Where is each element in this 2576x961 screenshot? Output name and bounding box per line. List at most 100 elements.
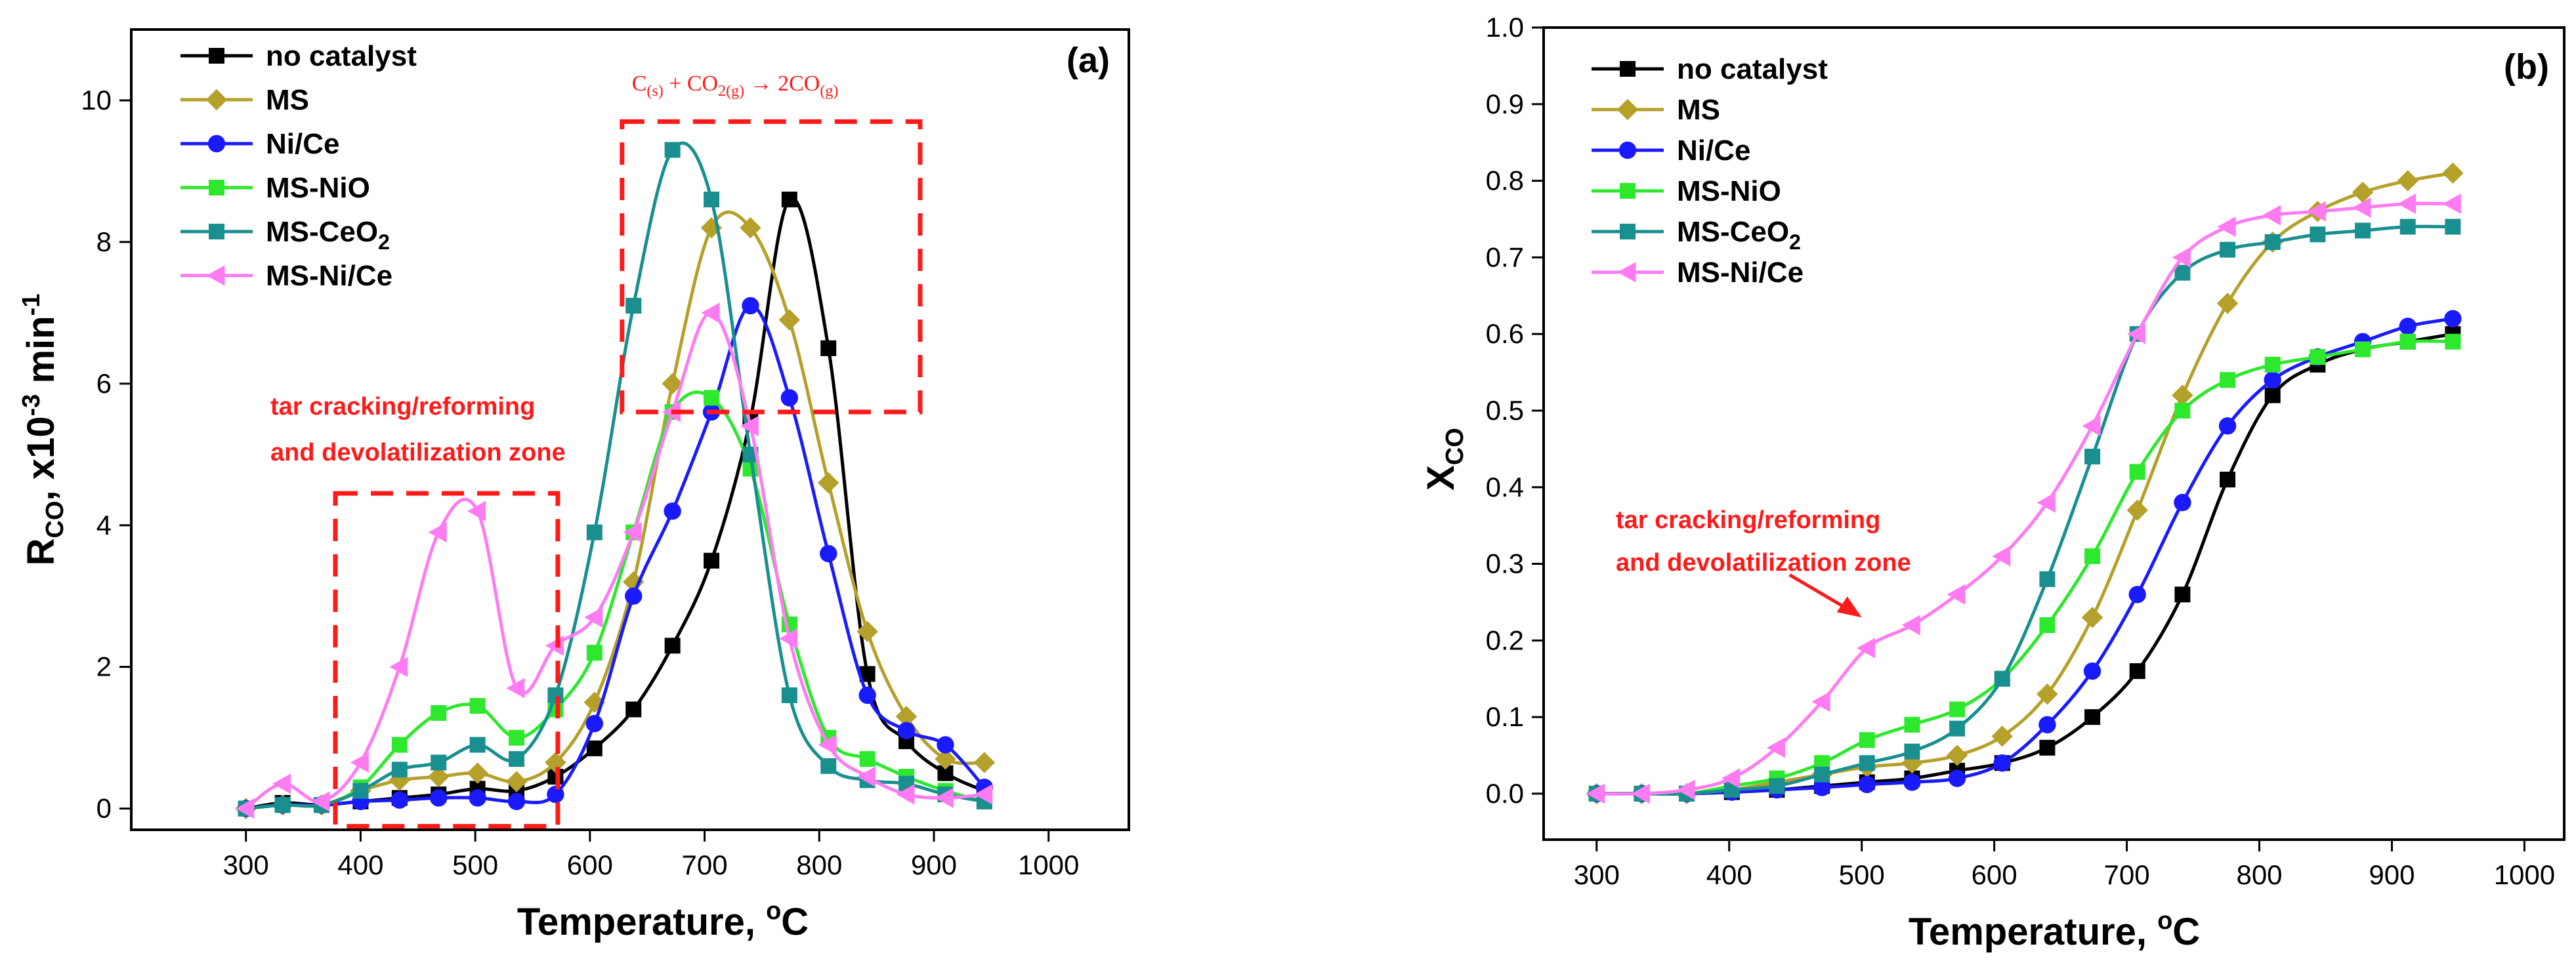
panel-b-x-tick-label: 900 <box>2369 859 2415 890</box>
legend-item-ms: MS <box>180 84 309 116</box>
panel-b-y-tick-label: 0.0 <box>1486 778 1524 809</box>
data-point-ms-nio <box>2445 333 2461 350</box>
data-point-ms-ceo2 <box>704 192 720 208</box>
data-point-ms-ni-ce <box>740 416 759 437</box>
legend-label: no catalyst <box>1677 53 1828 85</box>
data-point-no-catalyst <box>625 701 642 718</box>
data-point-ni-ce <box>2399 317 2417 335</box>
panel-b-zone-label-line1: tar cracking/reforming <box>1616 506 1880 534</box>
panel-b-label: (b) <box>2504 47 2549 87</box>
data-point-ms <box>2442 162 2464 184</box>
data-point-ms <box>1991 726 2013 747</box>
data-point-ms-ni-ce <box>779 628 798 649</box>
panel-b-y-axis-title: XCO <box>1420 428 1469 491</box>
data-point-no-catalyst <box>664 638 681 654</box>
panel-a-ylabel-sup: -3 <box>18 394 45 417</box>
data-point-ms-nio <box>2039 617 2056 633</box>
data-point-ni-ce <box>547 785 564 804</box>
data-point-ms-nio <box>391 737 408 753</box>
data-point-no-catalyst <box>2084 709 2101 726</box>
data-point-ms-ni-ce <box>545 635 564 656</box>
series-line-ms-ni-ce <box>1596 201 2453 796</box>
data-point-ms-ceo2 <box>2039 571 2056 587</box>
panel-a-ylabel-sub: CO <box>41 501 69 538</box>
legend-marker <box>1618 141 1637 159</box>
data-point-ms-ni-ce <box>1811 691 1830 712</box>
data-point-ms-ni-ce <box>2037 492 2056 513</box>
panel-a-y-tick-label: 10 <box>81 85 112 115</box>
data-point-ms-ni-ce <box>272 773 291 794</box>
data-point-ms-ni-ce <box>2262 205 2281 226</box>
data-point-ms-ni-ce <box>1721 767 1741 789</box>
data-point-ni-ce <box>2444 310 2462 328</box>
data-point-ni-ce <box>1903 773 1921 791</box>
data-point-ni-ce <box>1858 775 1876 794</box>
data-point-ms <box>505 771 528 792</box>
data-point-ms-ceo2 <box>2310 226 2326 243</box>
data-point-ms-ni-ce <box>974 784 993 805</box>
data-point-no-catalyst <box>2039 739 2056 756</box>
panel-a-ylabel-sup2: -1 <box>18 294 45 316</box>
data-point-ni-ce <box>507 792 526 811</box>
panel-b-chart: 300 400 500 600 700 800 900 1000 0.0 0.1 0.2 0.3 0.4… <box>1420 12 2565 953</box>
data-point-ms <box>583 691 606 713</box>
data-point-ms <box>545 752 566 773</box>
data-point-ms-nio <box>2220 372 2236 388</box>
series-line-ms <box>245 210 985 811</box>
data-point-ms <box>2172 384 2193 406</box>
legend-marker <box>1620 224 1636 239</box>
panel-a-zone-box-1 <box>333 491 560 829</box>
panel-a-ylabel-unit: min <box>20 316 62 394</box>
data-point-ms-ni-ce <box>350 752 369 773</box>
series-ni-ce <box>237 296 994 817</box>
panel-b-ylabel-sub: CO <box>1441 428 1469 465</box>
data-point-ms-ni-ce <box>818 734 837 756</box>
panel-a-y-tick-label: 4 <box>96 510 112 541</box>
panel-b-arrow <box>1788 573 1862 618</box>
data-point-ms-nio <box>2399 333 2416 350</box>
data-point-ms-nio <box>2264 356 2281 373</box>
data-point-ms-ni-ce <box>236 798 255 819</box>
panel-a-chart: 300 400 500 600 700 800 900 1000 0 2 4 6 8 10 RCO, x1… <box>18 28 1130 943</box>
panel-a-y-tick-label: 6 <box>96 368 112 399</box>
panel-a-zone-box-2 <box>620 119 923 415</box>
data-point-ms-ceo2 <box>2399 218 2416 235</box>
panel-b-x-tick-label: 700 <box>2104 859 2150 890</box>
panel-a-x-tick-label: 500 <box>452 849 498 880</box>
data-point-ms <box>662 373 683 395</box>
legend-marker <box>1617 262 1636 283</box>
data-point-no-catalyst <box>781 192 797 208</box>
panel-a-zone-label-line1: tar cracking/reforming <box>270 393 535 420</box>
data-point-ms-ceo2 <box>1859 755 1875 771</box>
data-point-ms-ni-ce <box>428 521 447 543</box>
panel-b-axes-frame <box>1542 26 2565 841</box>
panel-a-x-tick-label: 800 <box>796 849 842 880</box>
legend-label: MS <box>1677 94 1720 126</box>
data-point-ms-ni-ce <box>2397 194 2417 215</box>
data-point-ms <box>778 309 801 331</box>
data-point-ni-ce <box>391 791 409 809</box>
panel-a-x-tick-label: 900 <box>911 849 957 880</box>
data-point-ms-ni-ce <box>2172 247 2191 268</box>
data-point-ms-ceo2 <box>625 298 642 314</box>
data-point-ms-ceo2 <box>2174 264 2191 281</box>
data-point-ni-ce <box>2083 662 2101 680</box>
panel-a-x-tick-label: 700 <box>682 849 728 880</box>
data-point-ms-ni-ce <box>2082 415 2101 436</box>
data-point-ms-ceo2 <box>2355 222 2371 239</box>
data-point-ms-ni-ce <box>1676 779 1695 800</box>
data-point-no-catalyst <box>2129 663 2145 680</box>
data-point-ms-ni-ce <box>2307 201 2326 222</box>
data-point-ms-ni-ce <box>1857 638 1876 659</box>
data-point-no-catalyst <box>2264 387 2281 403</box>
legend-label: MS-CeO2 <box>1677 216 1801 254</box>
data-point-ms-ceo2 <box>2445 218 2461 235</box>
data-point-ms <box>856 621 878 642</box>
panel-a-x-axis-title: Temperature, oC <box>517 897 809 943</box>
legend-item-ms-nio: MS-NiO <box>180 172 370 204</box>
panel-b-xlabel-sup: o <box>2157 907 2172 935</box>
data-point-ms-nio <box>1949 701 1966 718</box>
data-point-ms-ceo2 <box>586 524 602 541</box>
data-point-ms-ceo2 <box>509 751 525 767</box>
data-point-ms-ceo2 <box>2084 449 2101 465</box>
